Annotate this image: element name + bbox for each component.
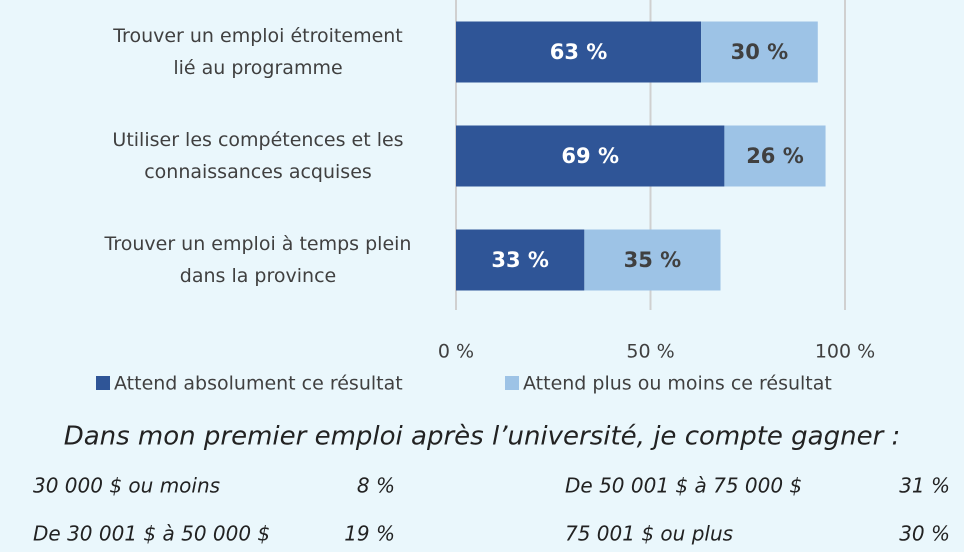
income-value: 8 % (357, 474, 395, 498)
income-value: 19 % (344, 522, 395, 546)
y-tick-label: Utiliser les compétences et les connaiss… (112, 129, 404, 183)
income-value: 31 % (899, 474, 950, 498)
data-label: 26 % (746, 144, 804, 168)
x-tick-label: 0 % (438, 341, 474, 363)
x-tick-label: 50 % (626, 341, 674, 363)
data-label: 33 % (491, 248, 549, 272)
bar (456, 125, 725, 187)
income-title: Dans mon premier emploi après l’universi… (64, 422, 901, 452)
legend-label: Attend absolument ce résultat (114, 373, 403, 395)
income-value: 30 % (899, 522, 950, 546)
bar (724, 125, 826, 187)
bar (584, 229, 721, 291)
data-label: 63 % (550, 40, 608, 64)
legend-swatch (505, 376, 519, 390)
bar (456, 229, 585, 291)
income-label: De 50 001 $ à 75 000 $ (565, 474, 802, 498)
legend-label: Attend plus ou moins ce résultat (523, 373, 832, 395)
y-tick-label: Trouver un emploi étroitement lié au pro… (113, 25, 403, 79)
income-label: De 30 001 $ à 50 000 $ (33, 522, 270, 546)
y-tick-label: Trouver un emploi à temps plein dans la … (104, 233, 412, 287)
x-tick-label: 100 % (815, 341, 875, 363)
data-label: 69 % (561, 144, 619, 168)
bar (701, 21, 818, 83)
bar (456, 21, 702, 83)
income-label: 30 000 $ ou moins (33, 474, 220, 498)
income-label: 75 001 $ ou plus (565, 522, 733, 546)
legend-swatch (96, 376, 110, 390)
data-label: 35 % (624, 248, 682, 272)
data-label: 30 % (731, 40, 789, 64)
